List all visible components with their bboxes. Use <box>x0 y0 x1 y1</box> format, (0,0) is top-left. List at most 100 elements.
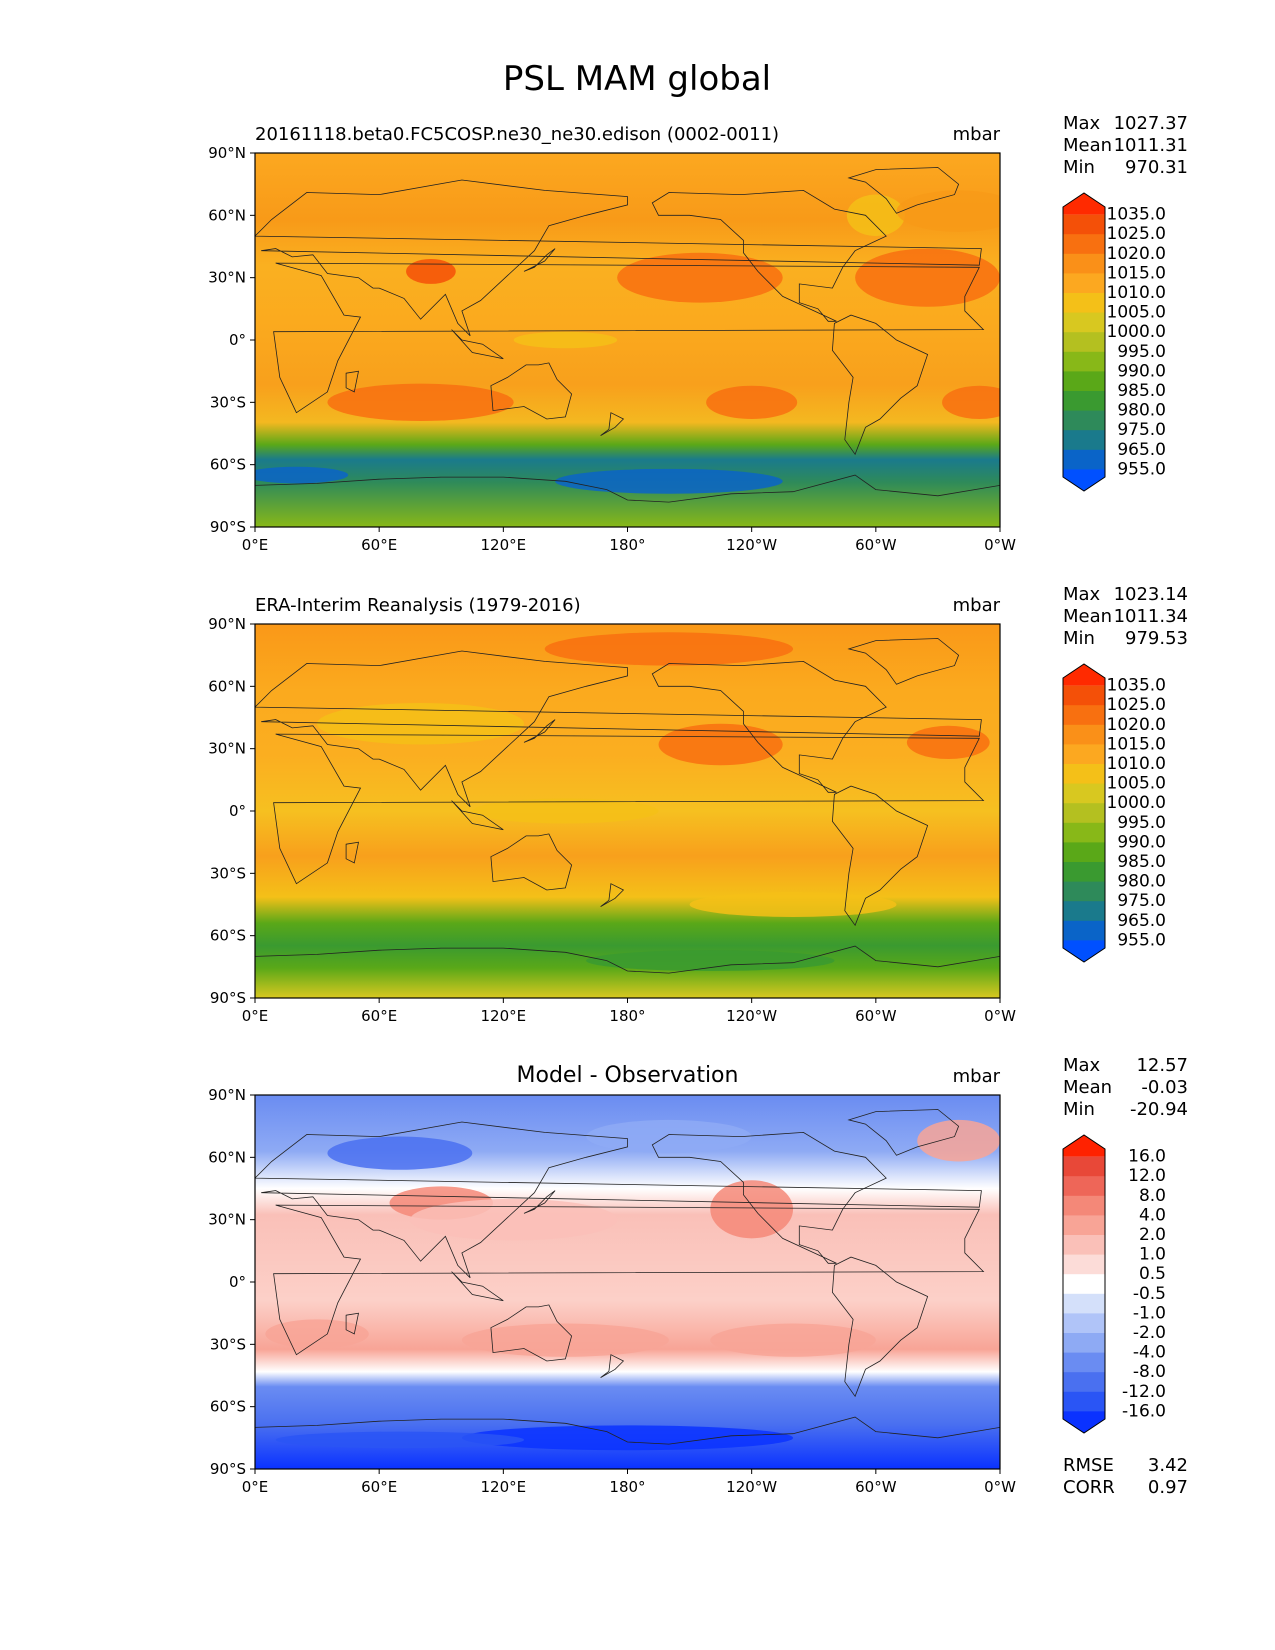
contour-region <box>544 632 794 666</box>
colorbar-segment <box>1063 312 1105 333</box>
contour-region <box>461 1425 794 1451</box>
colorbar-segment <box>1063 744 1105 765</box>
colorbar-segment <box>1063 332 1105 353</box>
contour-region <box>265 1319 369 1349</box>
map-features <box>255 1109 1000 1469</box>
lat-tick-label: 60°S <box>210 927 246 945</box>
coastline <box>490 833 573 891</box>
colorbar-segment <box>1063 1333 1105 1354</box>
stat-value-max: 1023.14 <box>1114 584 1188 605</box>
lat-tick-label: 60°N <box>208 206 246 224</box>
colorbar-extend-max <box>1063 193 1105 215</box>
lat-tick-label: 60°N <box>208 677 246 695</box>
contour-region <box>410 1198 618 1241</box>
coastline <box>255 945 1000 998</box>
colorbar-segment <box>1063 1293 1105 1314</box>
footer-value-corr: 0.97 <box>1148 1477 1188 1498</box>
lon-tick-label: 120°W <box>726 1478 777 1496</box>
lat-tick-label: 30°S <box>210 1335 246 1353</box>
lon-tick-label: 60°E <box>361 1007 397 1025</box>
panel-units: mbar <box>953 1066 1001 1087</box>
coastline <box>523 248 556 272</box>
lat-tick-label: 0° <box>229 1273 246 1291</box>
stat-label-min: Min <box>1063 157 1095 178</box>
colorbar-segment <box>1063 214 1105 235</box>
colorbar-segment <box>1063 1215 1105 1236</box>
stat-value-min: 970.31 <box>1125 157 1188 178</box>
colorbar-tick-label: 995.0 <box>1117 813 1166 833</box>
contour-region <box>710 1180 794 1239</box>
colorbar-tick-label: 1035.0 <box>1107 205 1166 225</box>
coastline <box>651 1131 887 1264</box>
stat-value-mean: 1011.31 <box>1114 135 1188 156</box>
lon-tick-label: 180° <box>609 1007 645 1025</box>
colorbar-tick-label: 985.0 <box>1117 852 1166 872</box>
colorbar: 1035.01025.01020.01015.01010.01005.01000… <box>1062 663 1166 963</box>
colorbar: 16.012.08.04.02.01.00.5-0.5-1.0-2.0-4.0-… <box>1062 1134 1166 1434</box>
colorbar-segment <box>1063 1156 1105 1177</box>
lat-tick-label: 90°N <box>208 1086 246 1104</box>
lat-tick-label: 90°S <box>210 518 246 536</box>
colorbar-segment <box>1063 351 1105 372</box>
coastline <box>831 314 929 456</box>
colorbar-tick-label: -0.5 <box>1133 1284 1166 1304</box>
contour-region <box>917 1119 1000 1162</box>
colorbar-segment <box>1063 901 1105 922</box>
lon-tick-label: 180° <box>609 1478 645 1496</box>
coastline <box>523 719 556 743</box>
colorbar-extend-max <box>1063 1135 1105 1157</box>
coastline <box>831 1256 929 1398</box>
colorbar-segment <box>1063 273 1105 294</box>
colorbar-tick-label: 1.0 <box>1139 1245 1166 1265</box>
coastline <box>345 1312 360 1335</box>
lat-tick-label: 30°S <box>210 864 246 882</box>
colorbar-segment <box>1063 1313 1105 1334</box>
lon-tick-label: 120°E <box>481 536 527 554</box>
colorbar-tick-label: 16.0 <box>1128 1147 1166 1167</box>
stat-label-mean: Mean <box>1063 135 1112 156</box>
panel-reference: 90°N 60°N 30°N 0° 30°S 60°S 90°S0°E 60°E 120°E 18… <box>208 584 1188 1025</box>
colorbar-extend-max <box>1063 664 1105 686</box>
contour-region <box>513 331 618 349</box>
colorbar-tick-label: 985.0 <box>1117 381 1166 401</box>
colorbar-tick-label: 1015.0 <box>1107 734 1166 754</box>
contour-region <box>706 385 798 419</box>
contour-region <box>617 252 783 303</box>
coastline <box>831 785 929 927</box>
colorbar-extend-min <box>1063 1411 1105 1433</box>
lat-tick-label: 30°S <box>210 393 246 411</box>
contour-region <box>942 385 1000 419</box>
colorbar-tick-label: -16.0 <box>1122 1401 1166 1421</box>
colorbar-tick-label: 1020.0 <box>1107 244 1166 264</box>
contour-region <box>906 725 990 760</box>
colorbar-segment <box>1063 1372 1105 1393</box>
lat-tick-label: 60°N <box>208 1148 246 1166</box>
colorbar-segment <box>1063 293 1105 314</box>
lon-tick-label: 0°E <box>242 536 269 554</box>
colorbar-segment <box>1063 410 1105 431</box>
colorbar-tick-label: 0.5 <box>1139 1264 1166 1284</box>
coastline <box>847 167 960 214</box>
colorbar-segment <box>1063 724 1105 745</box>
colorbar-segment <box>1063 234 1105 255</box>
map-features <box>255 632 1000 998</box>
colorbar-tick-label: 1020.0 <box>1107 715 1166 735</box>
colorbar-segment <box>1063 783 1105 804</box>
contour-region <box>406 258 456 284</box>
lon-tick-label: 0°W <box>984 1478 1016 1496</box>
coastline <box>523 1190 556 1214</box>
coastline <box>490 1304 573 1362</box>
colorbar-tick-label: 4.0 <box>1139 1205 1166 1225</box>
coastline <box>255 1416 1000 1469</box>
colorbar-segment <box>1063 842 1105 863</box>
colorbar-segment <box>1063 430 1105 451</box>
colorbar-segment <box>1063 253 1105 274</box>
stat-label-mean: Mean <box>1063 606 1112 627</box>
stat-value-max: 12.57 <box>1136 1055 1188 1076</box>
colorbar-tick-label: -4.0 <box>1133 1343 1166 1363</box>
stat-label-mean: Mean <box>1063 1077 1112 1098</box>
panel-units: mbar <box>953 595 1001 616</box>
panel-units: mbar <box>953 124 1001 145</box>
colorbar-tick-label: 1010.0 <box>1107 283 1166 303</box>
